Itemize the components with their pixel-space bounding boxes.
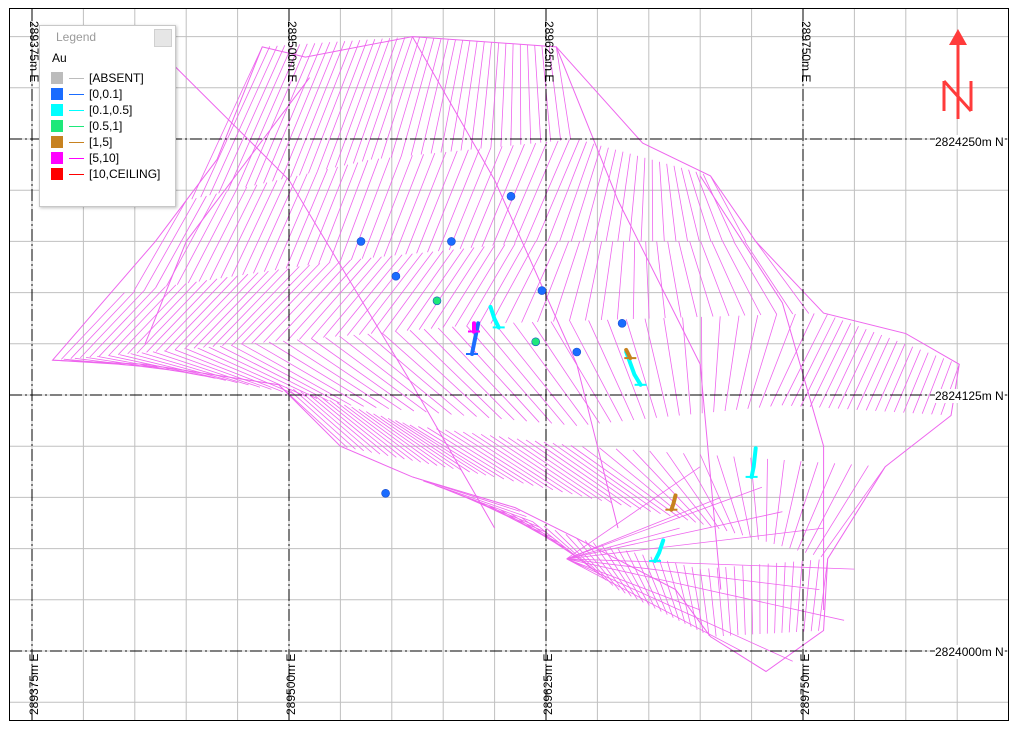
drillhole-trace[interactable] [488,304,501,330]
drillhole-traces[interactable] [466,304,758,563]
legend-line-sample [69,94,84,95]
easting-bottom-label: 289750m E [798,653,812,715]
drillhole-sample-point[interactable] [617,318,627,328]
legend-item-label: [0.1,0.5] [89,103,133,117]
northing-label: 2824000m N [935,645,1004,659]
legend-item-label: [1,5] [89,135,113,149]
legend-line-sample [69,78,84,79]
wireframe-ridge [144,77,310,344]
legend-item: [0.5,1] [40,118,175,134]
legend-item: [0.1,0.5] [40,102,175,118]
wireframe-triangles [191,36,572,200]
major-grid [10,9,1008,720]
drillhole-sample-point[interactable] [572,347,582,357]
legend-item: [0,0.1] [40,86,175,102]
drillhole-trace[interactable] [669,493,678,512]
legend-item-label: [10,CEILING] [89,167,161,181]
orebody-wireframe[interactable] [51,36,960,673]
drillhole-sample-point[interactable] [432,296,442,306]
legend-close-button[interactable] [154,29,172,47]
drillhole-trace[interactable] [653,538,666,563]
legend-panel[interactable]: Legend Au [ABSENT] [0,0.1] [0.1,0.5] [0.5,1… [39,25,176,207]
legend-item: [10,CEILING] [40,166,175,182]
legend-line-sample [69,110,84,111]
legend-line-sample [69,158,84,159]
wireframe-triangles [52,313,960,426]
drillhole-sample-point[interactable] [381,488,390,498]
legend-item-label: [0,0.1] [89,87,123,101]
drillhole-sample-point[interactable] [356,237,366,246]
easting-bottom-label: 289375m E [27,653,41,715]
wireframe-ridge [411,36,619,529]
legend-swatch [51,88,63,100]
drillhole-sample-point[interactable] [537,286,547,295]
northing-label: 2824125m N [935,389,1004,403]
legend-item: [ABSENT] [40,70,175,86]
legend-line-sample [69,174,84,175]
drillhole-sample-point[interactable] [391,271,401,281]
wireframe-triangles [278,384,886,558]
legend-field-name: Au [52,51,67,65]
easting-top-label: 289750m E [799,21,813,83]
legend-swatch [51,104,63,116]
legend-item-label: [5,10] [89,151,120,165]
drillhole-trace[interactable] [749,446,758,479]
wireframe-triangles [61,241,810,360]
wireframe-ridge [555,46,722,590]
legend-item: [5,10] [40,150,175,166]
easting-top-label: 289500m E [285,21,299,83]
legend-swatch [51,72,63,84]
drillhole-sample-point[interactable] [506,192,516,201]
drillhole-samples[interactable] [356,192,627,498]
legend-line-sample [69,126,84,127]
legend-item: [1,5] [40,134,175,150]
wireframe-triangles [133,139,747,292]
north-arrow-icon [942,29,973,119]
legend-swatch [51,168,63,180]
drillhole-sample-point[interactable] [447,237,456,246]
easting-top-label: 289625m E [542,21,556,83]
easting-bottom-label: 289500m E [284,653,298,715]
drillhole-trace[interactable] [470,321,481,356]
map-svg[interactable] [10,9,1009,721]
legend-line-sample [69,142,84,143]
legend-item-label: [ABSENT] [89,71,144,85]
northing-label: 2824250m N [935,135,1004,149]
legend-rows: [ABSENT] [0,0.1] [0.1,0.5] [0.5,1] [1,5] [5,1… [40,70,175,182]
wireframe-ridge [165,56,496,529]
wireframe-triangles [412,476,829,637]
legend-title: Legend [56,30,97,44]
legend-item-label: [0.5,1] [89,119,123,133]
drillhole-sample-point[interactable] [531,337,541,347]
legend-swatch [51,152,63,164]
legend-swatch [51,136,63,148]
drillhole-trace[interactable] [624,347,633,361]
easting-bottom-label: 289625m E [541,653,555,715]
legend-swatch [51,120,63,132]
wireframe-fan [566,466,855,662]
